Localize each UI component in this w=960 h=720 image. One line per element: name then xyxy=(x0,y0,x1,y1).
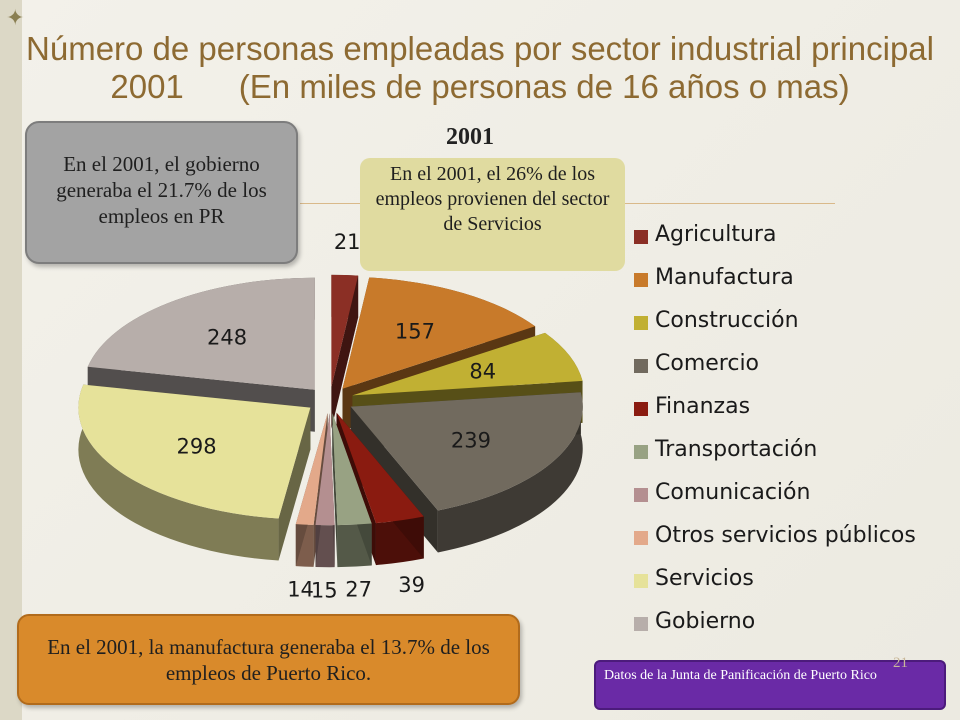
source-note: Datos de la Junta de Panificación de Pue… xyxy=(594,660,946,710)
legend-label: Comercio xyxy=(655,351,760,376)
pie-slice-manufactura xyxy=(342,277,536,389)
legend-label: Comunicación xyxy=(655,480,811,505)
pie-slice-otros-servicios-p-blicos xyxy=(295,413,328,525)
legend-item-otros-servicios-p-blicos: Otros servicios públicos xyxy=(634,523,934,553)
legend-swatch xyxy=(634,617,648,631)
pie-slice-servicios xyxy=(78,384,311,519)
pie-slice-side-servicios xyxy=(78,384,279,561)
slide-title-line2: 2001 (En miles de personas de 16 años o … xyxy=(110,68,850,105)
legend-item-transportaci-n: Transportación xyxy=(634,437,934,467)
legend-item-finanzas: Finanzas xyxy=(634,394,934,424)
callout-services: En el 2001, el 26% de los empleos provie… xyxy=(360,158,625,271)
pie-slice-agricultura xyxy=(331,274,359,387)
legend-swatch xyxy=(634,531,648,545)
callout-manufacturing: En el 2001, la manufactura generaba el 1… xyxy=(17,614,520,705)
data-label-finanzas: 39 xyxy=(398,573,425,597)
legend-swatch xyxy=(634,316,648,330)
legend-label: Manufactura xyxy=(655,265,794,290)
legend-label: Finanzas xyxy=(655,394,751,419)
legend-swatch xyxy=(634,359,648,373)
data-label-otros-servicios-p-blicos: 14 xyxy=(287,578,314,602)
legend-item-servicios: Servicios xyxy=(634,566,934,596)
legend-label: Transportación xyxy=(655,437,818,462)
legend-swatch xyxy=(634,273,648,287)
data-label-gobierno: 248 xyxy=(207,326,247,350)
pie-slice-gobierno xyxy=(87,277,315,390)
pie-slice-comunicaci-n xyxy=(315,413,335,526)
legend-label: Otros servicios públicos xyxy=(655,523,916,548)
pie-slice-face-1-transportaci-n xyxy=(332,413,338,568)
legend-item-construcci-n: Construcción xyxy=(634,308,934,338)
chart-title: 2001 xyxy=(446,124,494,150)
legend-swatch xyxy=(634,230,648,244)
legend-item-manufactura: Manufactura xyxy=(634,265,934,295)
data-label-transportaci-n: 27 xyxy=(345,578,372,602)
legend-label: Agricultura xyxy=(655,222,777,247)
pie-slice-finanzas xyxy=(336,412,424,524)
data-label-servicios: 298 xyxy=(177,434,217,458)
data-label-construcci-n: 84 xyxy=(469,360,496,384)
data-label-manufactura: 157 xyxy=(395,319,435,343)
page-number: 21 xyxy=(893,655,908,671)
legend-item-comercio: Comercio xyxy=(634,351,934,381)
pie-slice-side-comunicaci-n xyxy=(315,524,335,568)
legend-item-comunicaci-n: Comunicación xyxy=(634,480,934,510)
data-label-comercio: 239 xyxy=(451,429,491,453)
data-label-comunicaci-n: 15 xyxy=(311,578,338,602)
pie-slice-transportaci-n xyxy=(332,413,372,526)
legend-label: Servicios xyxy=(655,566,754,591)
slide-title-line1: Número de personas empleadas por sector … xyxy=(26,30,934,67)
legend-item-agricultura: Agricultura xyxy=(634,222,934,252)
legend-swatch xyxy=(634,445,648,459)
four-point-star-icon: ✦ xyxy=(6,6,25,31)
slide-title: Número de personas empleadas por sector … xyxy=(0,30,960,106)
legend-label: Construcción xyxy=(655,308,799,333)
callout-government: En el 2001, el gobierno generaba el 21.7… xyxy=(25,121,298,264)
pie-slice-comercio xyxy=(350,392,583,511)
data-label-agricultura: 21 xyxy=(334,230,361,254)
pie-slice-side-comercio xyxy=(437,392,583,553)
pie-slice-construcci-n xyxy=(352,332,583,396)
left-decorative-strip xyxy=(0,0,22,720)
legend-item-gobierno: Gobierno xyxy=(634,609,934,639)
legend-swatch xyxy=(634,402,648,416)
legend-label: Gobierno xyxy=(655,609,756,634)
legend-swatch xyxy=(634,488,648,502)
pie-slice-face-1-agricultura xyxy=(331,275,359,429)
legend-swatch xyxy=(634,574,648,588)
